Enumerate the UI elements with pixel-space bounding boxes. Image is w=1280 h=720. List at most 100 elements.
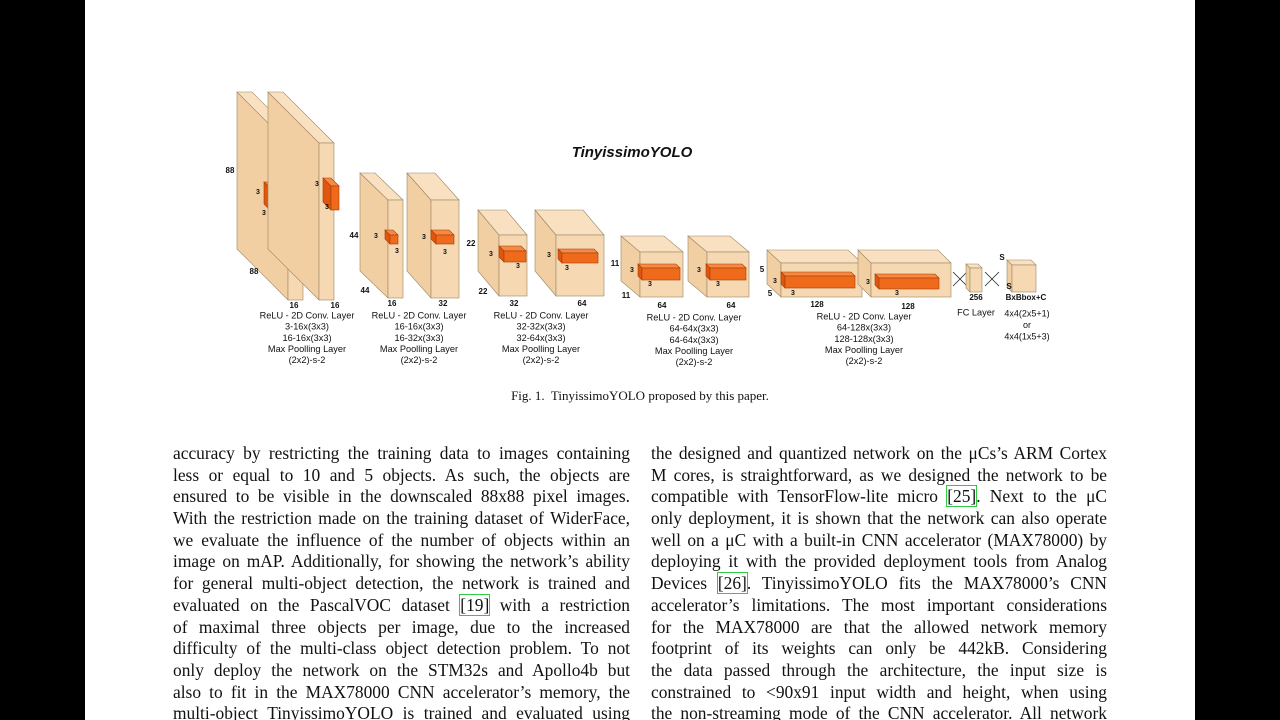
text-line: accuracy by restricting the training dat… — [173, 443, 630, 465]
fc-layer-left — [965, 263, 971, 293]
kernel-front — [878, 277, 940, 290]
text-line: M cores, is straightforward, as we desig… — [651, 465, 1107, 487]
label: 32 — [439, 299, 448, 308]
kernel-front — [330, 185, 340, 211]
label: 32-32x(3x3) — [516, 322, 565, 332]
text-run: the designed and quantized network on th… — [651, 443, 1107, 463]
kernel-front — [784, 275, 856, 289]
label: 11 — [622, 291, 631, 300]
output-layer-top — [1006, 259, 1037, 266]
citation[interactable]: [26] — [716, 572, 748, 595]
text-line: we evaluate the influence of the number … — [173, 530, 630, 552]
feature-map-front — [318, 142, 335, 301]
kernel-top — [874, 273, 940, 279]
citation[interactable]: [25] — [946, 485, 978, 508]
output-layer-front — [1011, 264, 1037, 293]
label: Max Poolling Layer — [655, 346, 733, 356]
label: 3-16x(3x3) — [285, 322, 329, 332]
label: 3 — [489, 251, 493, 258]
feature-map-front — [555, 234, 605, 297]
label: 16-32x(3x3) — [394, 333, 443, 343]
label: 3 — [422, 234, 426, 241]
kernel-front — [709, 267, 747, 281]
label: 88 — [250, 267, 259, 276]
text-run: difficulty of the multi-class object det… — [173, 638, 630, 659]
text-run: for the MAX78000 are that the allowed ne… — [651, 616, 1107, 637]
label: (2x2)-s-2 — [523, 355, 560, 365]
label: 64-64x(3x3) — [669, 335, 718, 345]
label: 88 — [226, 166, 235, 175]
label: 64 — [578, 299, 587, 308]
figure-title: TinyissimoYOLO — [572, 144, 693, 161]
text-line: image on mAP. Additionally, for showing … — [173, 551, 630, 573]
text-run: multi-object TinyissimoYOLO is trained a… — [173, 703, 630, 720]
text-line: Devices [26]. TinyissimoYOLO fits the MA… — [651, 572, 1107, 595]
label: 3 — [866, 279, 870, 286]
label: 3 — [262, 210, 266, 217]
kernel-front — [503, 250, 527, 263]
label: or — [1023, 320, 1031, 330]
kernel-front — [561, 252, 599, 264]
label: ReLU - 2D Conv. Layer — [817, 311, 912, 321]
label: 64-64x(3x3) — [669, 324, 718, 334]
label: ReLU - 2D Conv. Layer — [260, 310, 355, 320]
right-column: the designed and quantized network on th… — [651, 443, 1107, 720]
label: 3 — [325, 204, 329, 211]
paper-page: TinyissimoYOLO 3 3 16 3 3 16 88 88 ReLU - 2D Conv… — [85, 0, 1195, 720]
kernel-top — [705, 263, 747, 269]
label: 44 — [361, 286, 370, 295]
label: 5 — [768, 289, 773, 298]
label: 3 — [565, 265, 569, 272]
label: 64-128x(3x3) — [837, 323, 891, 333]
connector — [984, 271, 1000, 287]
label: 3 — [697, 267, 701, 274]
fc-layer-front — [969, 267, 983, 293]
text-run: footprint of its weights can only be 442… — [651, 638, 1107, 659]
kernel-top — [557, 248, 599, 254]
label: 16-16x(3x3) — [394, 322, 443, 332]
text-run: M cores, is straightforward, as we desig… — [651, 464, 1107, 485]
text-line: for general multi-object detection, the … — [173, 573, 630, 595]
text-run: ensured to be visible in the downscaled … — [173, 486, 630, 507]
label: 64 — [727, 301, 736, 310]
label: 22 — [467, 239, 476, 248]
label: 16-16x(3x3) — [282, 333, 331, 343]
feature-map-front — [387, 199, 404, 299]
text-line: multi-object TinyissimoYOLO is trained a… — [173, 703, 630, 720]
label: 3 — [895, 290, 899, 297]
label: 32-64x(3x3) — [516, 333, 565, 343]
text-line: difficulty of the multi-class object det… — [173, 638, 630, 660]
label: 3 — [773, 278, 777, 285]
label: 16 — [290, 301, 299, 310]
text-run: . Next to the μC — [976, 486, 1107, 507]
citation[interactable]: [19] — [459, 593, 491, 616]
text-run: compatible with TensorFlow-lite micro — [651, 486, 948, 507]
text-run: of maximal three objects per image, due … — [173, 616, 630, 637]
feature-map-top — [766, 249, 863, 264]
label: 64 — [658, 301, 667, 310]
label: BxBbox+C — [1006, 293, 1047, 302]
label: ReLU - 2D Conv. Layer — [647, 312, 742, 322]
label: 44 — [350, 231, 359, 240]
text-line: deploying it with the provided deploymen… — [651, 551, 1107, 573]
kernel-top — [637, 263, 681, 269]
label: Max Poolling Layer — [268, 344, 346, 354]
text-line: less or equal to 10 and 5 objects. As su… — [173, 465, 630, 487]
label: ReLU - 2D Conv. Layer — [494, 310, 589, 320]
label: 3 — [374, 233, 378, 240]
text-run: only deployment, it is shown that the ne… — [651, 508, 1107, 529]
text-run: accuracy by restricting the training dat… — [173, 443, 630, 463]
text-run: less or equal to 10 and 5 objects. As su… — [173, 464, 630, 485]
text-run: well on a μC with a built-in CNN acceler… — [651, 529, 1107, 550]
label: 3 — [630, 267, 634, 274]
text-line: also to fit in the MAX78000 CNN accelera… — [173, 682, 630, 704]
label: 256 — [969, 293, 983, 302]
text-run: we evaluate the influence of the number … — [173, 529, 630, 550]
kernel-front — [641, 267, 681, 281]
text-run: for general multi-object detection, the … — [173, 573, 630, 594]
label: 4x4(2x5+1) — [1004, 308, 1049, 318]
text-line: With the restriction made on the trainin… — [173, 508, 630, 530]
text-run: constrained to <90x91 input width and he… — [651, 681, 1107, 702]
label: 128 — [810, 300, 824, 309]
